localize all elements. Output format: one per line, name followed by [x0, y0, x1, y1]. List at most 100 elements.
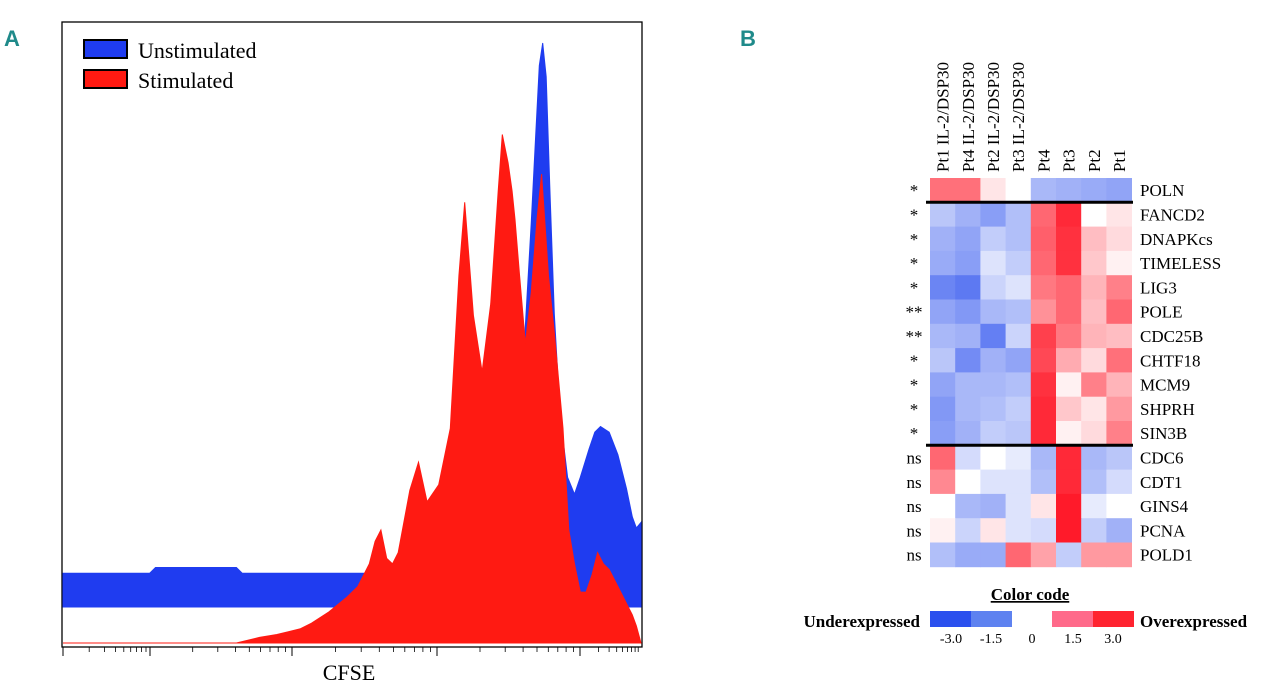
heatmap-cell [955, 299, 981, 325]
heatmap-cell [930, 518, 956, 543]
swatch-mild-over [1052, 611, 1093, 627]
significance-marker: * [910, 400, 919, 419]
legend-label-unstimulated: Unstimulated [138, 38, 257, 63]
significance-marker: ns [906, 448, 921, 467]
x-axis-ticks [62, 647, 639, 656]
gene-label: DNAPKcs [1140, 230, 1213, 249]
heatmap-cell [930, 323, 956, 349]
column-label: Pt2 [1085, 149, 1104, 172]
gene-label: MCM9 [1140, 376, 1190, 395]
significance-marker: ** [906, 303, 923, 322]
heatmap-cell [1106, 250, 1132, 276]
gene-label: POLN [1140, 181, 1184, 200]
color-tick-zero: 0 [1029, 632, 1036, 647]
heatmap-cell [980, 493, 1006, 519]
heatmap-cell [1005, 518, 1032, 543]
heatmap-cell [1005, 323, 1032, 349]
gene-label: LIG3 [1140, 278, 1177, 297]
heatmap-cell [1056, 396, 1082, 422]
heatmap-cell [1030, 469, 1057, 495]
heatmap-cell [1005, 299, 1032, 325]
heatmap-cell [1005, 226, 1032, 252]
heatmap-cell [1030, 445, 1057, 470]
heatmap-cell [955, 323, 981, 349]
significance-marker: * [910, 254, 919, 273]
heatmap-cell [1106, 469, 1132, 495]
heatmap-cell [1005, 396, 1032, 422]
heatmap-cell [1056, 493, 1082, 519]
color-code-legend: Color code Underexpressed Overexpressed … [804, 585, 1248, 647]
heatmap-cell [1106, 445, 1132, 470]
column-label: Pt4 [1034, 149, 1053, 172]
heatmap-cell [930, 542, 956, 568]
gene-label: CDC25B [1140, 327, 1203, 346]
heatmap-cell [1081, 323, 1107, 349]
heatmap-cell [1030, 542, 1057, 568]
heatmap-cell [980, 372, 1006, 398]
heatmap-cell [1030, 396, 1057, 422]
heatmap-cell [1030, 299, 1057, 325]
column-label: Pt1 IL-2/DSP30 [934, 62, 953, 172]
color-code-title: Color code [991, 585, 1070, 604]
heatmap-cell [1056, 323, 1082, 349]
heatmap-cell [930, 445, 956, 470]
heatmap-cell [1081, 348, 1107, 373]
gene-label: CDT1 [1140, 473, 1183, 492]
heatmap-cell [1005, 372, 1032, 398]
heatmap-cell [1005, 493, 1032, 519]
heatmap-cell [1030, 226, 1057, 252]
significance-marker: * [910, 278, 919, 297]
heatmap-cell [1056, 421, 1082, 446]
gene-label: POLE [1140, 303, 1183, 322]
heatmap-cell [980, 542, 1006, 568]
overexpressed-label: Overexpressed [1140, 612, 1248, 631]
heatmap-cell [930, 299, 956, 325]
heatmap-cell [930, 202, 956, 227]
heatmap-cell [1106, 178, 1132, 203]
heatmap-cell [1030, 421, 1057, 446]
heatmap-cell [1030, 275, 1057, 300]
heatmap-cell [1030, 372, 1057, 398]
heatmap-cell [1030, 493, 1057, 519]
heatmap-cell [1056, 178, 1082, 203]
heatmap-cell [1005, 275, 1032, 300]
heatmap-cell [980, 323, 1006, 349]
significance-marker: * [910, 181, 919, 200]
heatmap-cell [930, 372, 956, 398]
heatmap-cell [1106, 275, 1132, 300]
heatmap-cell [1005, 445, 1032, 470]
swatch-strong-over [1093, 611, 1134, 627]
heatmap-cell [1030, 178, 1057, 203]
heatmap-cell [1081, 396, 1107, 422]
expression-heatmap: Pt1 IL-2/DSP30 Pt4 IL-2/DSP30 Pt2 IL-2/DSP… [906, 62, 1221, 568]
heatmap-cell [1005, 421, 1032, 446]
color-tick-neg3: -3.0 [940, 632, 962, 647]
significance-marker: ns [906, 521, 921, 540]
heatmap-cell [980, 178, 1006, 203]
heatmap-cell [1081, 299, 1107, 325]
heatmap-cell [980, 518, 1006, 543]
gene-label: TIMELESS [1140, 254, 1221, 273]
heatmap-cell [955, 445, 981, 470]
significance-marker: ** [906, 327, 923, 346]
heatmap-cell [980, 348, 1006, 373]
legend-label-stimulated: Stimulated [138, 68, 233, 93]
heatmap-cell [1106, 299, 1132, 325]
heatmap-cell [980, 396, 1006, 422]
heatmap-cell [1030, 518, 1057, 543]
color-tick-pos15: 1.5 [1064, 632, 1082, 647]
gene-label: SIN3B [1140, 424, 1187, 443]
gene-label: FANCD2 [1140, 206, 1205, 225]
heatmap-cell [1005, 178, 1032, 203]
heatmap-cell [1056, 250, 1082, 276]
heatmap-cell [955, 348, 981, 373]
underexpressed-label: Underexpressed [804, 612, 921, 631]
heatmap-cell [930, 250, 956, 276]
heatmap-cell [1056, 299, 1082, 325]
heatmap-cell [1106, 323, 1132, 349]
heatmap-cell [1056, 348, 1082, 373]
panel-a-label: A [4, 26, 20, 51]
x-axis-label: CFSE [323, 660, 376, 685]
heatmap-cell [955, 518, 981, 543]
